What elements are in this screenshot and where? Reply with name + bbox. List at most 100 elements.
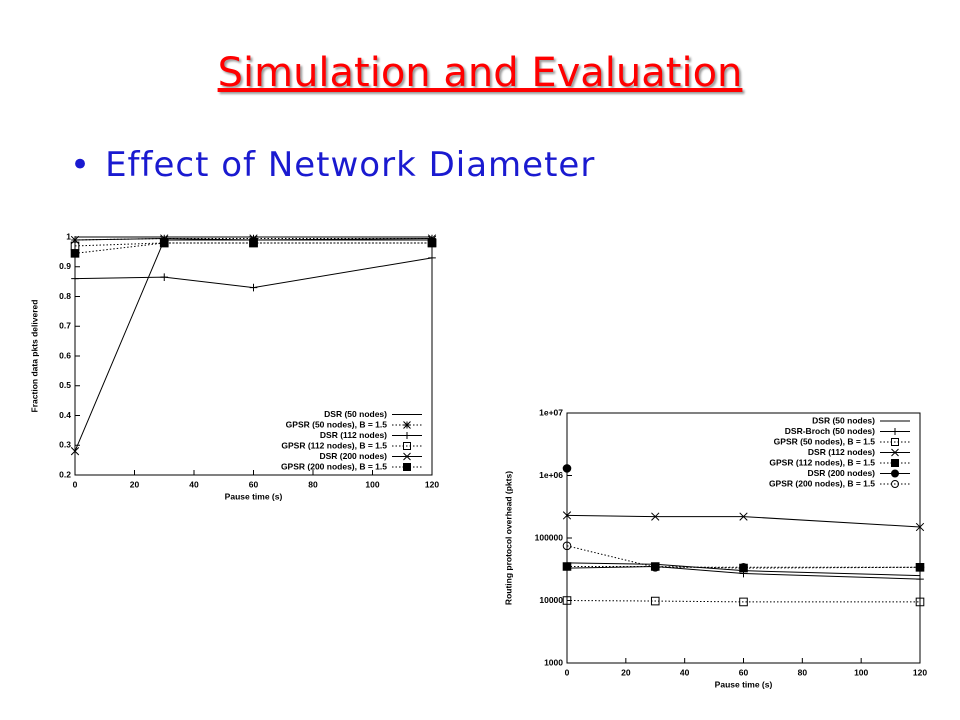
data-point: [71, 274, 79, 283]
bullet-text: Effect of Network Diameter: [105, 145, 596, 185]
data-point: [428, 254, 436, 262]
data-point: [915, 562, 925, 572]
legend-label: GPSR (200 nodes), B = 1.5: [281, 461, 387, 471]
legend-marker: [891, 459, 899, 467]
data-point: [916, 575, 924, 583]
data-point: [739, 512, 748, 521]
legend-label: GPSR (112 nodes), B = 1.5: [281, 440, 387, 450]
x-tick-label: 0: [565, 667, 570, 677]
legend-marker: [403, 452, 411, 461]
legend-label: GPSR (50 nodes), B = 1.5: [286, 419, 388, 429]
x-tick-label: 20: [621, 667, 631, 677]
series-line: [566, 562, 921, 577]
data-point: [915, 522, 925, 532]
y-tick-label: 0.4: [59, 410, 71, 420]
series-line: [566, 565, 921, 580]
y-tick-label: 0.3: [59, 440, 71, 450]
y-tick-label: 0.8: [59, 291, 71, 301]
y-tick-label: 0.7: [59, 321, 71, 331]
data-point: [650, 596, 660, 606]
data-point: [739, 562, 748, 572]
data-point: [160, 273, 169, 281]
series-line: [74, 242, 432, 254]
legend-marker: [403, 463, 411, 471]
series-line: [566, 545, 920, 568]
series-line: [566, 514, 921, 528]
y-axis-label: Routing protocol overhead (pkts): [503, 471, 513, 605]
data-point: [562, 562, 572, 571]
legend-label: DSR (50 nodes): [812, 415, 875, 425]
x-tick-label: 40: [680, 667, 690, 677]
series-line: [566, 600, 920, 603]
series-line: [74, 239, 432, 452]
legend-marker: [403, 421, 411, 429]
y-tick-label: 0.5: [59, 380, 71, 390]
y-tick-label: 10000: [539, 595, 563, 605]
y-tick-label: 0.2: [59, 469, 71, 479]
y-tick-label: 1e+07: [539, 407, 563, 417]
bullet: • Effect of Network Diameter: [70, 145, 595, 185]
data-point: [562, 596, 572, 605]
x-tick-label: 100: [854, 667, 868, 677]
x-tick-label: 80: [798, 667, 808, 677]
data-point: [739, 563, 748, 573]
y-tick-label: 1e+06: [539, 470, 563, 480]
legend-marker: [403, 442, 411, 450]
x-tick-label: 20: [130, 479, 140, 489]
legend-marker: [890, 469, 900, 478]
x-tick-label: 0: [73, 479, 78, 489]
legend-label: GPSR (50 nodes), B = 1.5: [774, 436, 876, 446]
legend-marker: [891, 428, 899, 435]
data-point: [249, 238, 258, 248]
data-point: [160, 234, 169, 243]
series-line: [74, 237, 432, 241]
data-point: [427, 234, 437, 243]
x-tick-label: 80: [308, 479, 318, 489]
legend-label: DSR (200 nodes): [319, 451, 387, 461]
x-axis-label: Pause time (s): [225, 491, 283, 501]
legend-label: DSR (200 nodes): [807, 468, 875, 478]
data-point: [739, 597, 748, 607]
y-tick-label: 100000: [535, 532, 564, 542]
data-point: [427, 238, 437, 248]
y-tick-label: 1: [66, 231, 71, 241]
legend-label: DSR (50 nodes): [324, 409, 387, 419]
x-tick-label: 120: [913, 667, 927, 677]
legend-label: GPSR (112 nodes), B = 1.5: [769, 457, 875, 467]
x-tick-label: 60: [249, 479, 259, 489]
x-axis-label: Pause time (s): [715, 679, 773, 689]
series-line: [74, 237, 433, 241]
x-tick-label: 100: [365, 479, 379, 489]
data-point: [562, 541, 572, 551]
data-point: [159, 238, 169, 248]
x-tick-label: 120: [425, 479, 439, 489]
legend-marker: [891, 438, 899, 446]
x-tick-label: 40: [189, 479, 199, 489]
data-point: [650, 562, 660, 572]
legend-label: DSR (112 nodes): [320, 430, 387, 440]
legend-marker: [890, 480, 900, 488]
data-point: [70, 249, 80, 258]
legend-label: DSR-Broch (50 nodes): [785, 426, 875, 436]
y-tick-label: 1000: [544, 657, 563, 667]
y-tick-label: 0.9: [59, 261, 71, 271]
data-point: [249, 234, 258, 243]
legend-label: GPSR (200 nodes), B = 1.5: [769, 478, 875, 488]
data-point: [562, 464, 572, 473]
legend-marker: [891, 448, 899, 457]
y-tick-label: 0.6: [59, 350, 71, 360]
bullet-dot: •: [70, 145, 92, 185]
data-point: [562, 511, 572, 520]
legend-marker: [403, 432, 411, 439]
data-point: [651, 512, 660, 521]
x-tick-label: 60: [739, 667, 749, 677]
series-line: [74, 257, 433, 289]
data-point: [70, 235, 80, 245]
data-point: [249, 283, 258, 292]
legend-label: DSR (112 nodes): [808, 447, 875, 457]
slide-title: Simulation and Evaluation: [217, 50, 743, 96]
data-point: [70, 447, 80, 456]
data-point: [915, 597, 925, 607]
